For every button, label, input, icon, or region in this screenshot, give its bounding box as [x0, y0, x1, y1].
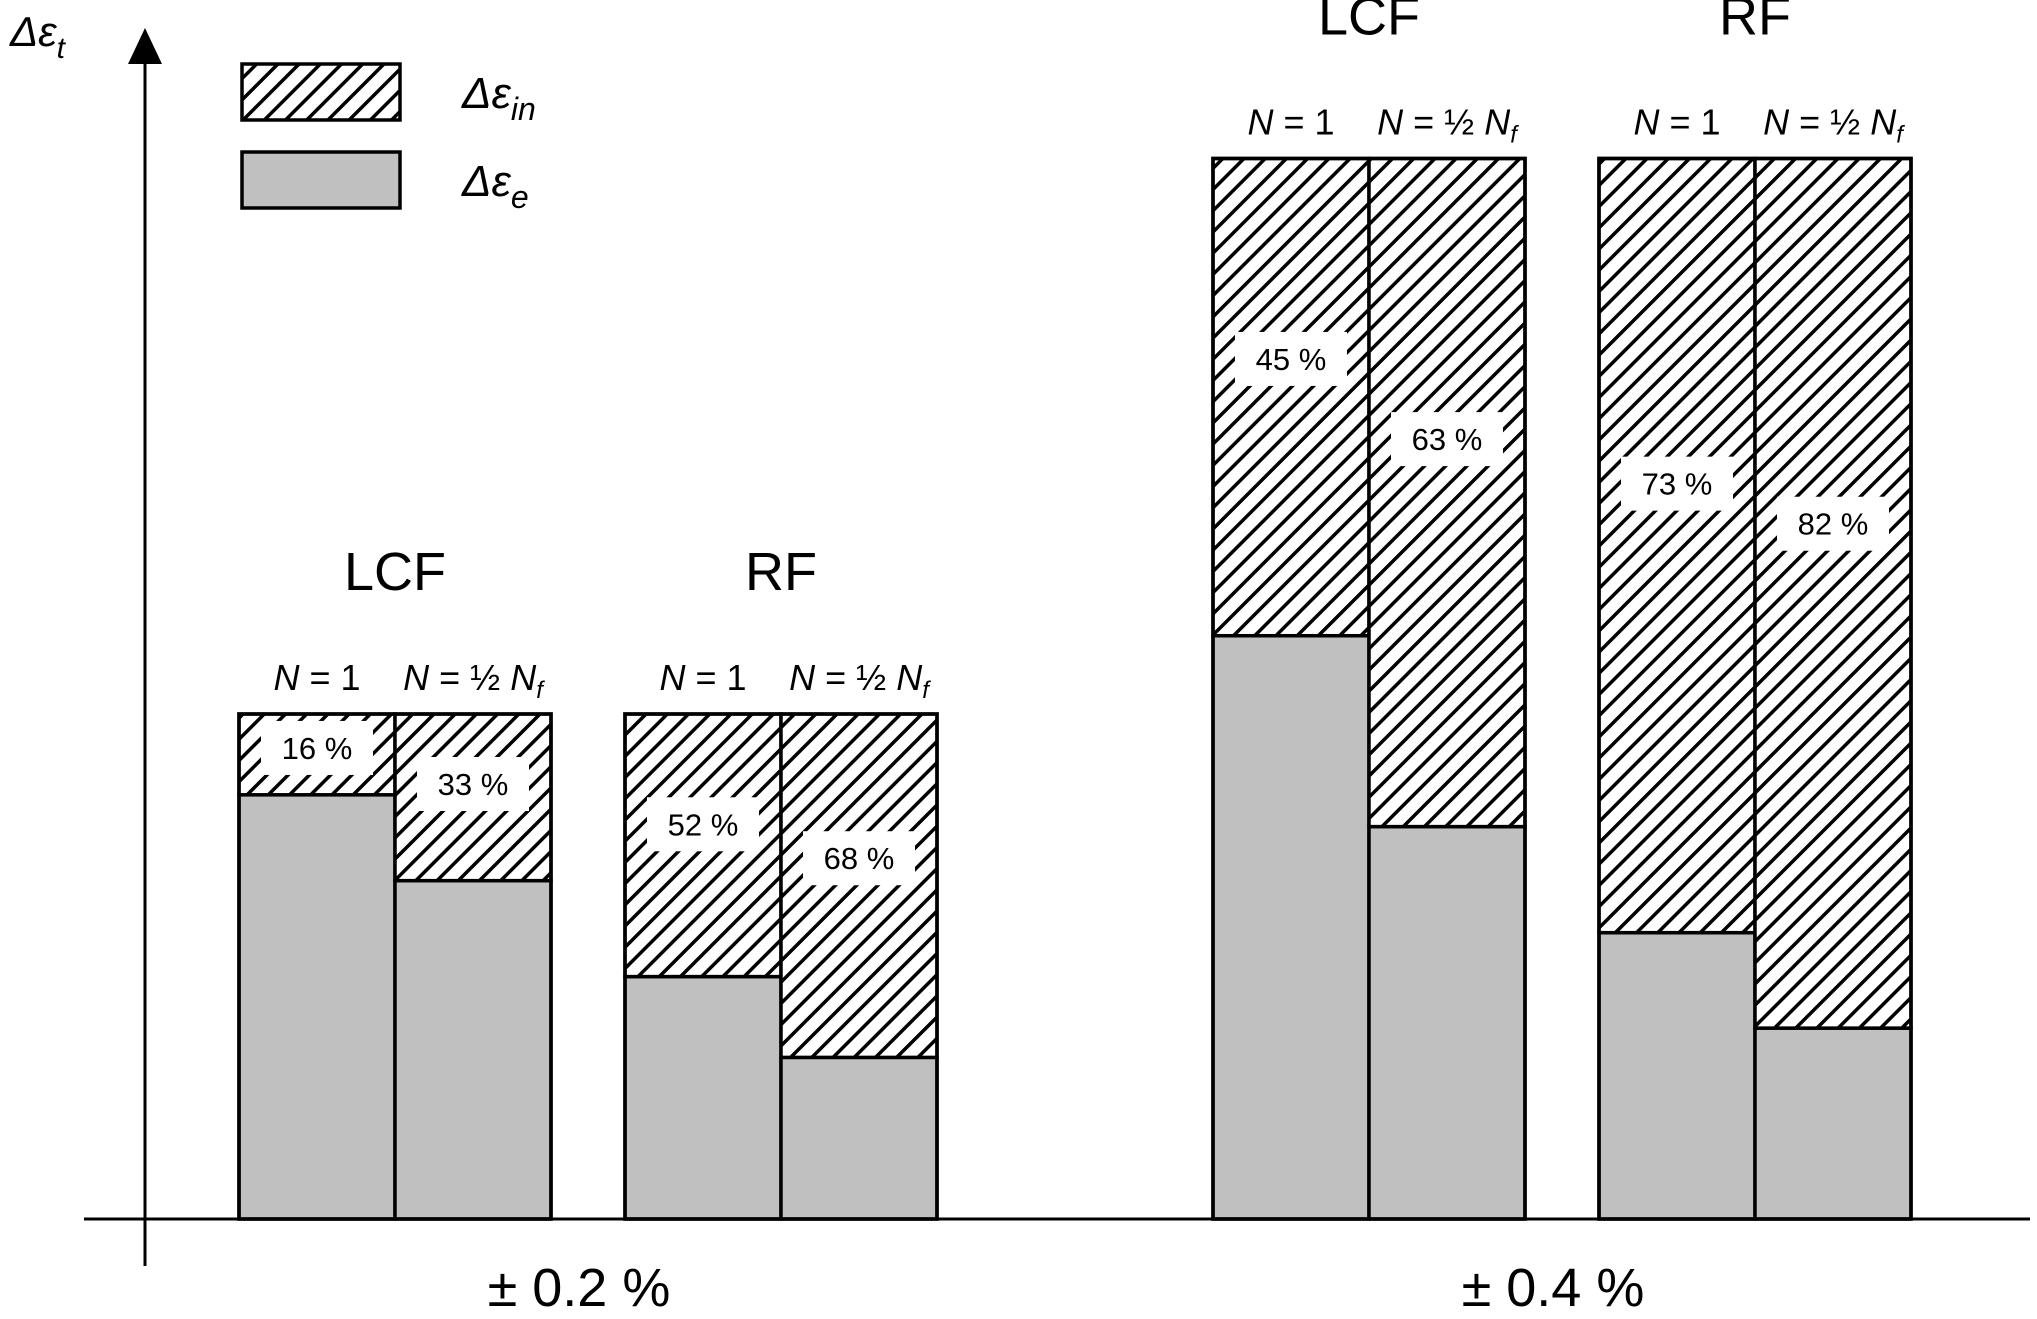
bar-inelastic-segment	[1367, 156, 1527, 829]
percent-label: 68 %	[824, 841, 895, 876]
cycle-label: N = ½ Nf	[789, 657, 931, 704]
cycle-label-sub: f	[536, 677, 545, 704]
cycle-label-n: N	[1247, 102, 1274, 143]
cycle-label-rest: = ½	[1789, 102, 1870, 143]
percent-label: 45 %	[1256, 342, 1327, 377]
cycle-label-n: N	[403, 657, 430, 698]
cycle-label-sub: f	[1510, 122, 1519, 149]
cycle-label-nf: N	[1484, 102, 1511, 143]
percent-label-box	[1777, 496, 1889, 551]
cycle-label-n: N	[1633, 102, 1660, 143]
bar-elastic-segment	[1753, 1026, 1913, 1221]
legend-label-elastic: Δεe	[461, 157, 529, 215]
percent-label-box	[1235, 331, 1347, 386]
cycle-label-nf: N	[1870, 102, 1897, 143]
bar-inelastic-segment	[1597, 156, 1757, 935]
y-axis-label-sub: t	[57, 32, 67, 65]
bar-pair-outline	[1597, 156, 1913, 1221]
test-label: RF	[745, 542, 817, 602]
bar-inelastic-segment	[1753, 156, 1913, 1030]
percent-label: 63 %	[1412, 422, 1483, 457]
cycle-label: N = ½ Nf	[1377, 102, 1519, 149]
percent-label: 16 %	[282, 731, 353, 766]
test-label: LCF	[1318, 0, 1420, 47]
bar-elastic-segment	[779, 1055, 939, 1221]
cycle-label-sub: f	[1896, 122, 1905, 149]
cycle-label-rest: = 1	[299, 657, 360, 698]
cycle-label-nf: N	[896, 657, 923, 698]
bars-layer: LCF 16 % N = 1 33 % N = ½ Nf RF 52 % N = 1 68 % N…	[237, 0, 1913, 1318]
cycle-label-rest: = ½	[815, 657, 896, 698]
y-axis-label: Δεt	[9, 8, 67, 65]
amplitude-label: ± 0.4 %	[1462, 1258, 1645, 1318]
bar-pair-outline	[1211, 156, 1527, 1221]
cycle-label-n: N	[1763, 102, 1790, 143]
bar-elastic-segment	[623, 974, 783, 1221]
bar-elastic-segment	[393, 878, 553, 1221]
cycle-label-sub: f	[922, 677, 931, 704]
cycle-label-nf: N	[510, 657, 537, 698]
percent-label: 52 %	[668, 807, 739, 842]
cycle-label-n: N	[1377, 102, 1404, 143]
bar-elastic-segment	[1367, 824, 1527, 1221]
cycle-label: N = ½ Nf	[1763, 102, 1905, 149]
bar-elastic-segment	[1211, 633, 1371, 1221]
legend-label-inelastic: Δεin	[461, 69, 536, 127]
y-axis-arrow-icon	[128, 28, 162, 64]
percent-label-box	[417, 756, 529, 811]
cycle-label-rest: = ½	[429, 657, 510, 698]
legend-swatch-inelastic	[240, 62, 402, 122]
bar-pair-outline	[237, 712, 553, 1221]
bar-elastic-segment	[1597, 930, 1757, 1221]
cycle-label-n: N	[789, 657, 816, 698]
percent-label-box	[803, 831, 915, 886]
test-label: LCF	[344, 542, 446, 602]
percent-label-box	[1621, 456, 1733, 511]
cycle-label-n: N	[273, 657, 300, 698]
cycle-label-rest: = 1	[1273, 102, 1334, 143]
bar-inelastic-segment	[1211, 156, 1371, 638]
legend-inelastic-sub: in	[511, 91, 536, 127]
legend: Δεin Δεe	[240, 62, 536, 215]
legend-inelastic-base: Δε	[461, 69, 512, 118]
cycle-label: N = 1	[659, 657, 746, 698]
percent-label-box	[261, 720, 373, 775]
legend-elastic-sub: e	[511, 179, 529, 215]
cycle-label: N = ½ Nf	[403, 657, 545, 704]
legend-elastic-base: Δε	[461, 157, 512, 206]
cycle-label-rest: = ½	[1403, 102, 1484, 143]
cycle-label: N = 1	[1633, 102, 1720, 143]
cycle-label-n: N	[659, 657, 686, 698]
bar-elastic-segment	[237, 793, 397, 1221]
bar-pair-outline	[623, 712, 939, 1221]
percent-label-box	[1391, 412, 1503, 467]
legend-swatch-elastic	[240, 150, 402, 210]
percent-label: 33 %	[438, 767, 509, 802]
cycle-label-rest: = 1	[1659, 102, 1720, 143]
y-axis-label-base: Δε	[9, 8, 57, 55]
cycle-label-rest: = 1	[685, 657, 746, 698]
bar-inelastic-segment	[779, 712, 939, 1060]
test-label: RF	[1719, 0, 1791, 47]
percent-label: 82 %	[1798, 507, 1869, 542]
amplitude-label: ± 0.2 %	[488, 1258, 671, 1318]
cycle-label: N = 1	[1247, 102, 1334, 143]
percent-label: 73 %	[1642, 467, 1713, 502]
percent-label-box	[647, 797, 759, 852]
cycle-label: N = 1	[273, 657, 360, 698]
